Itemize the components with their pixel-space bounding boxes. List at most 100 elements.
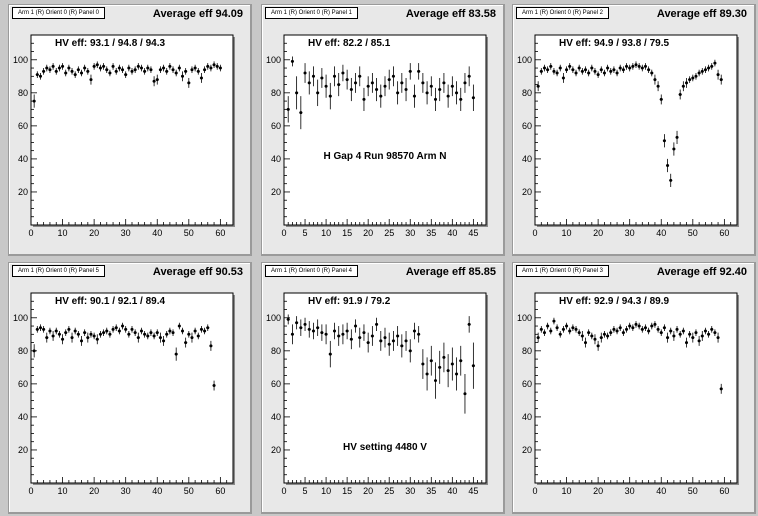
marker (571, 68, 575, 72)
marker (631, 64, 635, 68)
marker (146, 334, 150, 338)
data-point (209, 64, 213, 72)
marker (425, 372, 429, 376)
data-point (155, 329, 159, 336)
data-point (162, 335, 166, 346)
marker (599, 68, 603, 72)
marker (152, 334, 156, 338)
data-point (455, 81, 459, 105)
data-point (174, 69, 178, 77)
data-point (421, 349, 425, 379)
data-point (685, 77, 688, 88)
marker (565, 68, 569, 72)
marker (584, 68, 587, 72)
marker (168, 329, 172, 333)
marker (656, 84, 660, 88)
data-point (552, 68, 556, 75)
marker (669, 178, 673, 182)
data-point (127, 64, 131, 72)
marker (111, 327, 115, 331)
marker (111, 64, 115, 68)
marker (571, 326, 575, 330)
data-point (177, 64, 181, 72)
marker (438, 365, 442, 369)
marker (333, 329, 336, 333)
data-point (76, 66, 80, 73)
data-point (341, 64, 345, 82)
marker (558, 332, 562, 336)
marker (162, 339, 166, 343)
data-point (171, 66, 175, 73)
data-point (688, 331, 692, 338)
marker (35, 327, 39, 331)
marker (647, 329, 651, 333)
data-point (311, 66, 315, 87)
marker (324, 332, 328, 336)
marker (76, 332, 80, 336)
x-tick-label: 60 (719, 486, 729, 496)
marker (429, 359, 433, 363)
marker (561, 76, 565, 80)
marker (174, 352, 178, 356)
data-point (580, 68, 584, 75)
data-point (337, 73, 341, 97)
marker (158, 336, 162, 340)
marker (341, 71, 345, 75)
marker (685, 341, 688, 345)
marker (121, 68, 125, 72)
y-tick-label: 40 (522, 412, 532, 422)
data-point (143, 68, 147, 75)
data-point (678, 331, 682, 338)
marker (688, 332, 692, 336)
data-point (121, 66, 125, 73)
data-point (467, 66, 471, 87)
data-point (561, 326, 565, 333)
marker (379, 339, 383, 343)
data-point (199, 326, 203, 333)
marker (303, 322, 307, 326)
data-point (152, 332, 156, 340)
data-point (634, 321, 638, 328)
data-point (459, 345, 463, 376)
marker (612, 68, 616, 72)
marker (362, 97, 366, 101)
data-point (38, 324, 42, 331)
data-point (688, 76, 692, 83)
data-point (379, 84, 383, 108)
marker (337, 334, 341, 338)
y-tick-label: 40 (271, 412, 281, 422)
marker (408, 349, 412, 353)
marker (345, 78, 349, 82)
plot-frame (30, 34, 234, 226)
marker (354, 324, 358, 328)
marker (685, 81, 688, 85)
marker (697, 71, 701, 75)
x-tick-label: 30 (405, 228, 415, 238)
marker (86, 336, 90, 340)
x-tick-label: 50 (184, 486, 194, 496)
data-point (571, 66, 575, 73)
chart-panel: Arm 1 (R) Orient 0 (R) Panel 2 0 10 20 30 40 5… (512, 4, 756, 256)
marker (596, 73, 600, 77)
marker (568, 329, 572, 333)
marker (130, 69, 134, 73)
data-point (196, 332, 200, 340)
data-point (643, 63, 647, 70)
marker (463, 81, 467, 85)
marker (114, 69, 118, 73)
data-point (290, 56, 294, 67)
data-point (345, 322, 349, 340)
marker (64, 331, 68, 335)
marker (688, 78, 692, 82)
data-point (568, 327, 572, 335)
data-point (45, 64, 49, 72)
data-point (303, 63, 307, 83)
data-point (446, 354, 450, 388)
data-point (362, 87, 366, 111)
data-point (307, 321, 311, 338)
marker (290, 332, 294, 336)
data-point (80, 335, 83, 346)
data-point (136, 63, 140, 70)
data-point (98, 331, 102, 338)
data-point (425, 81, 429, 105)
